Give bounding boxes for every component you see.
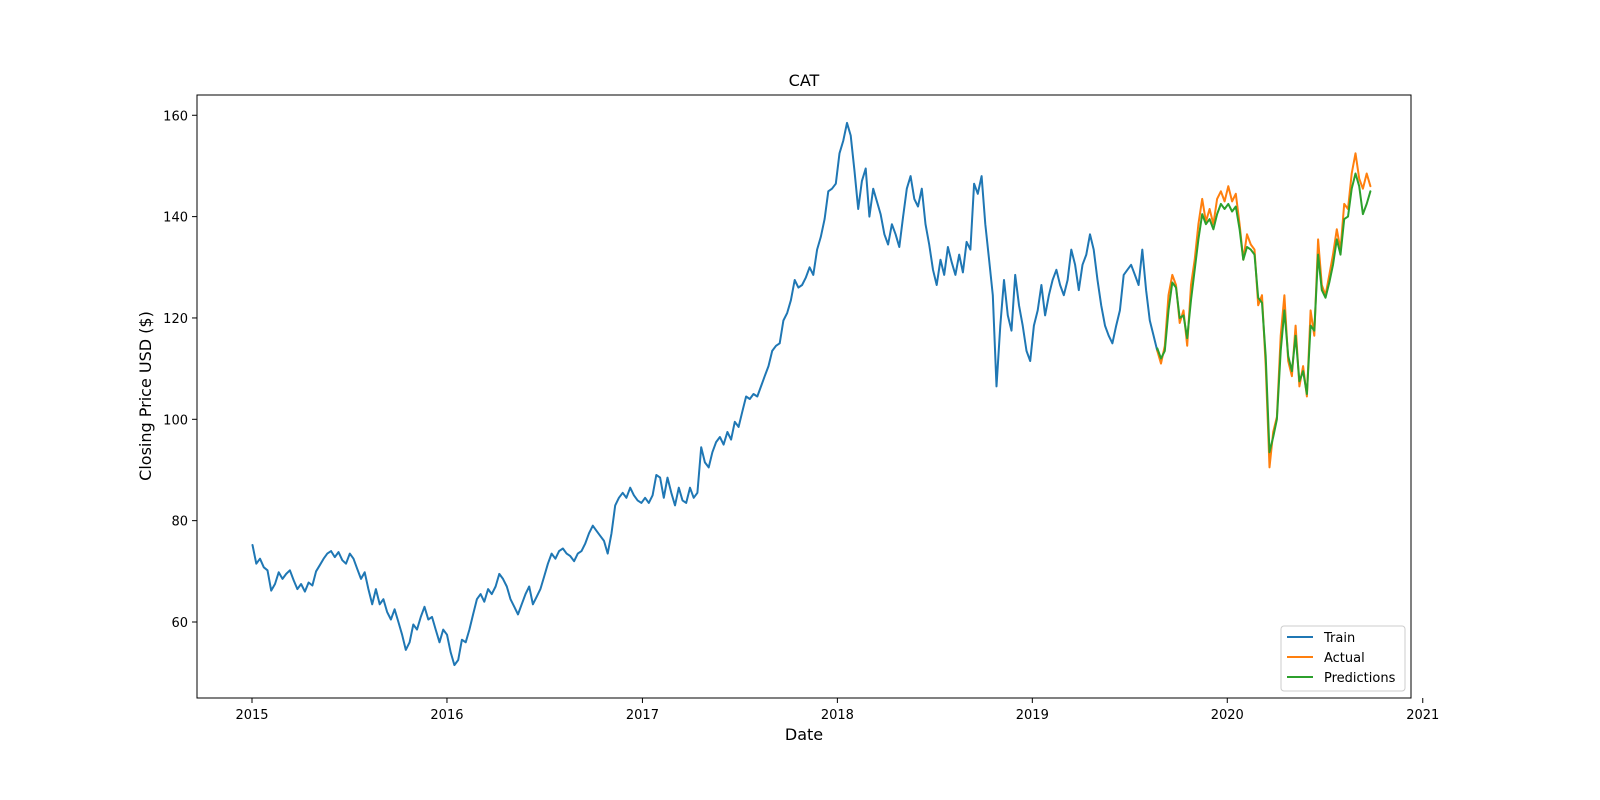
x-tick-label: 2017 xyxy=(626,708,659,723)
chart-title: CAT xyxy=(789,71,820,90)
y-axis-title: Closing Price USD ($) xyxy=(136,311,155,481)
series-line-predictions xyxy=(1156,172,1372,454)
series-line-train xyxy=(251,121,1159,667)
x-tick-label: 2015 xyxy=(235,708,268,723)
x-tick-label: 2018 xyxy=(821,708,854,723)
x-tick-label: 2016 xyxy=(430,708,463,723)
y-tick-label: 120 xyxy=(163,312,188,327)
legend-label-actual: Actual xyxy=(1324,651,1365,666)
legend-label-predictions: Predictions xyxy=(1324,671,1396,686)
y-axis: 60 80 100 120 140 160 xyxy=(163,109,197,631)
y-tick-label: 160 xyxy=(163,109,188,124)
y-tick-label: 100 xyxy=(163,413,188,428)
legend-label-train: Train xyxy=(1323,631,1355,646)
y-tick-label: 60 xyxy=(171,616,188,631)
x-tick-label: 2021 xyxy=(1406,708,1439,723)
x-tick-label: 2020 xyxy=(1211,708,1244,723)
y-tick-label: 80 xyxy=(171,515,188,530)
x-axis: 2015 2016 2017 2018 2019 2020 2021 xyxy=(235,698,1439,723)
legend: Train Actual Predictions xyxy=(1280,625,1406,692)
series-layer xyxy=(251,121,1372,667)
x-axis-title: Date xyxy=(785,725,823,744)
x-tick-label: 2019 xyxy=(1016,708,1049,723)
y-tick-label: 140 xyxy=(163,211,188,226)
plot-frame xyxy=(196,94,1412,699)
legend-box xyxy=(1280,625,1406,692)
